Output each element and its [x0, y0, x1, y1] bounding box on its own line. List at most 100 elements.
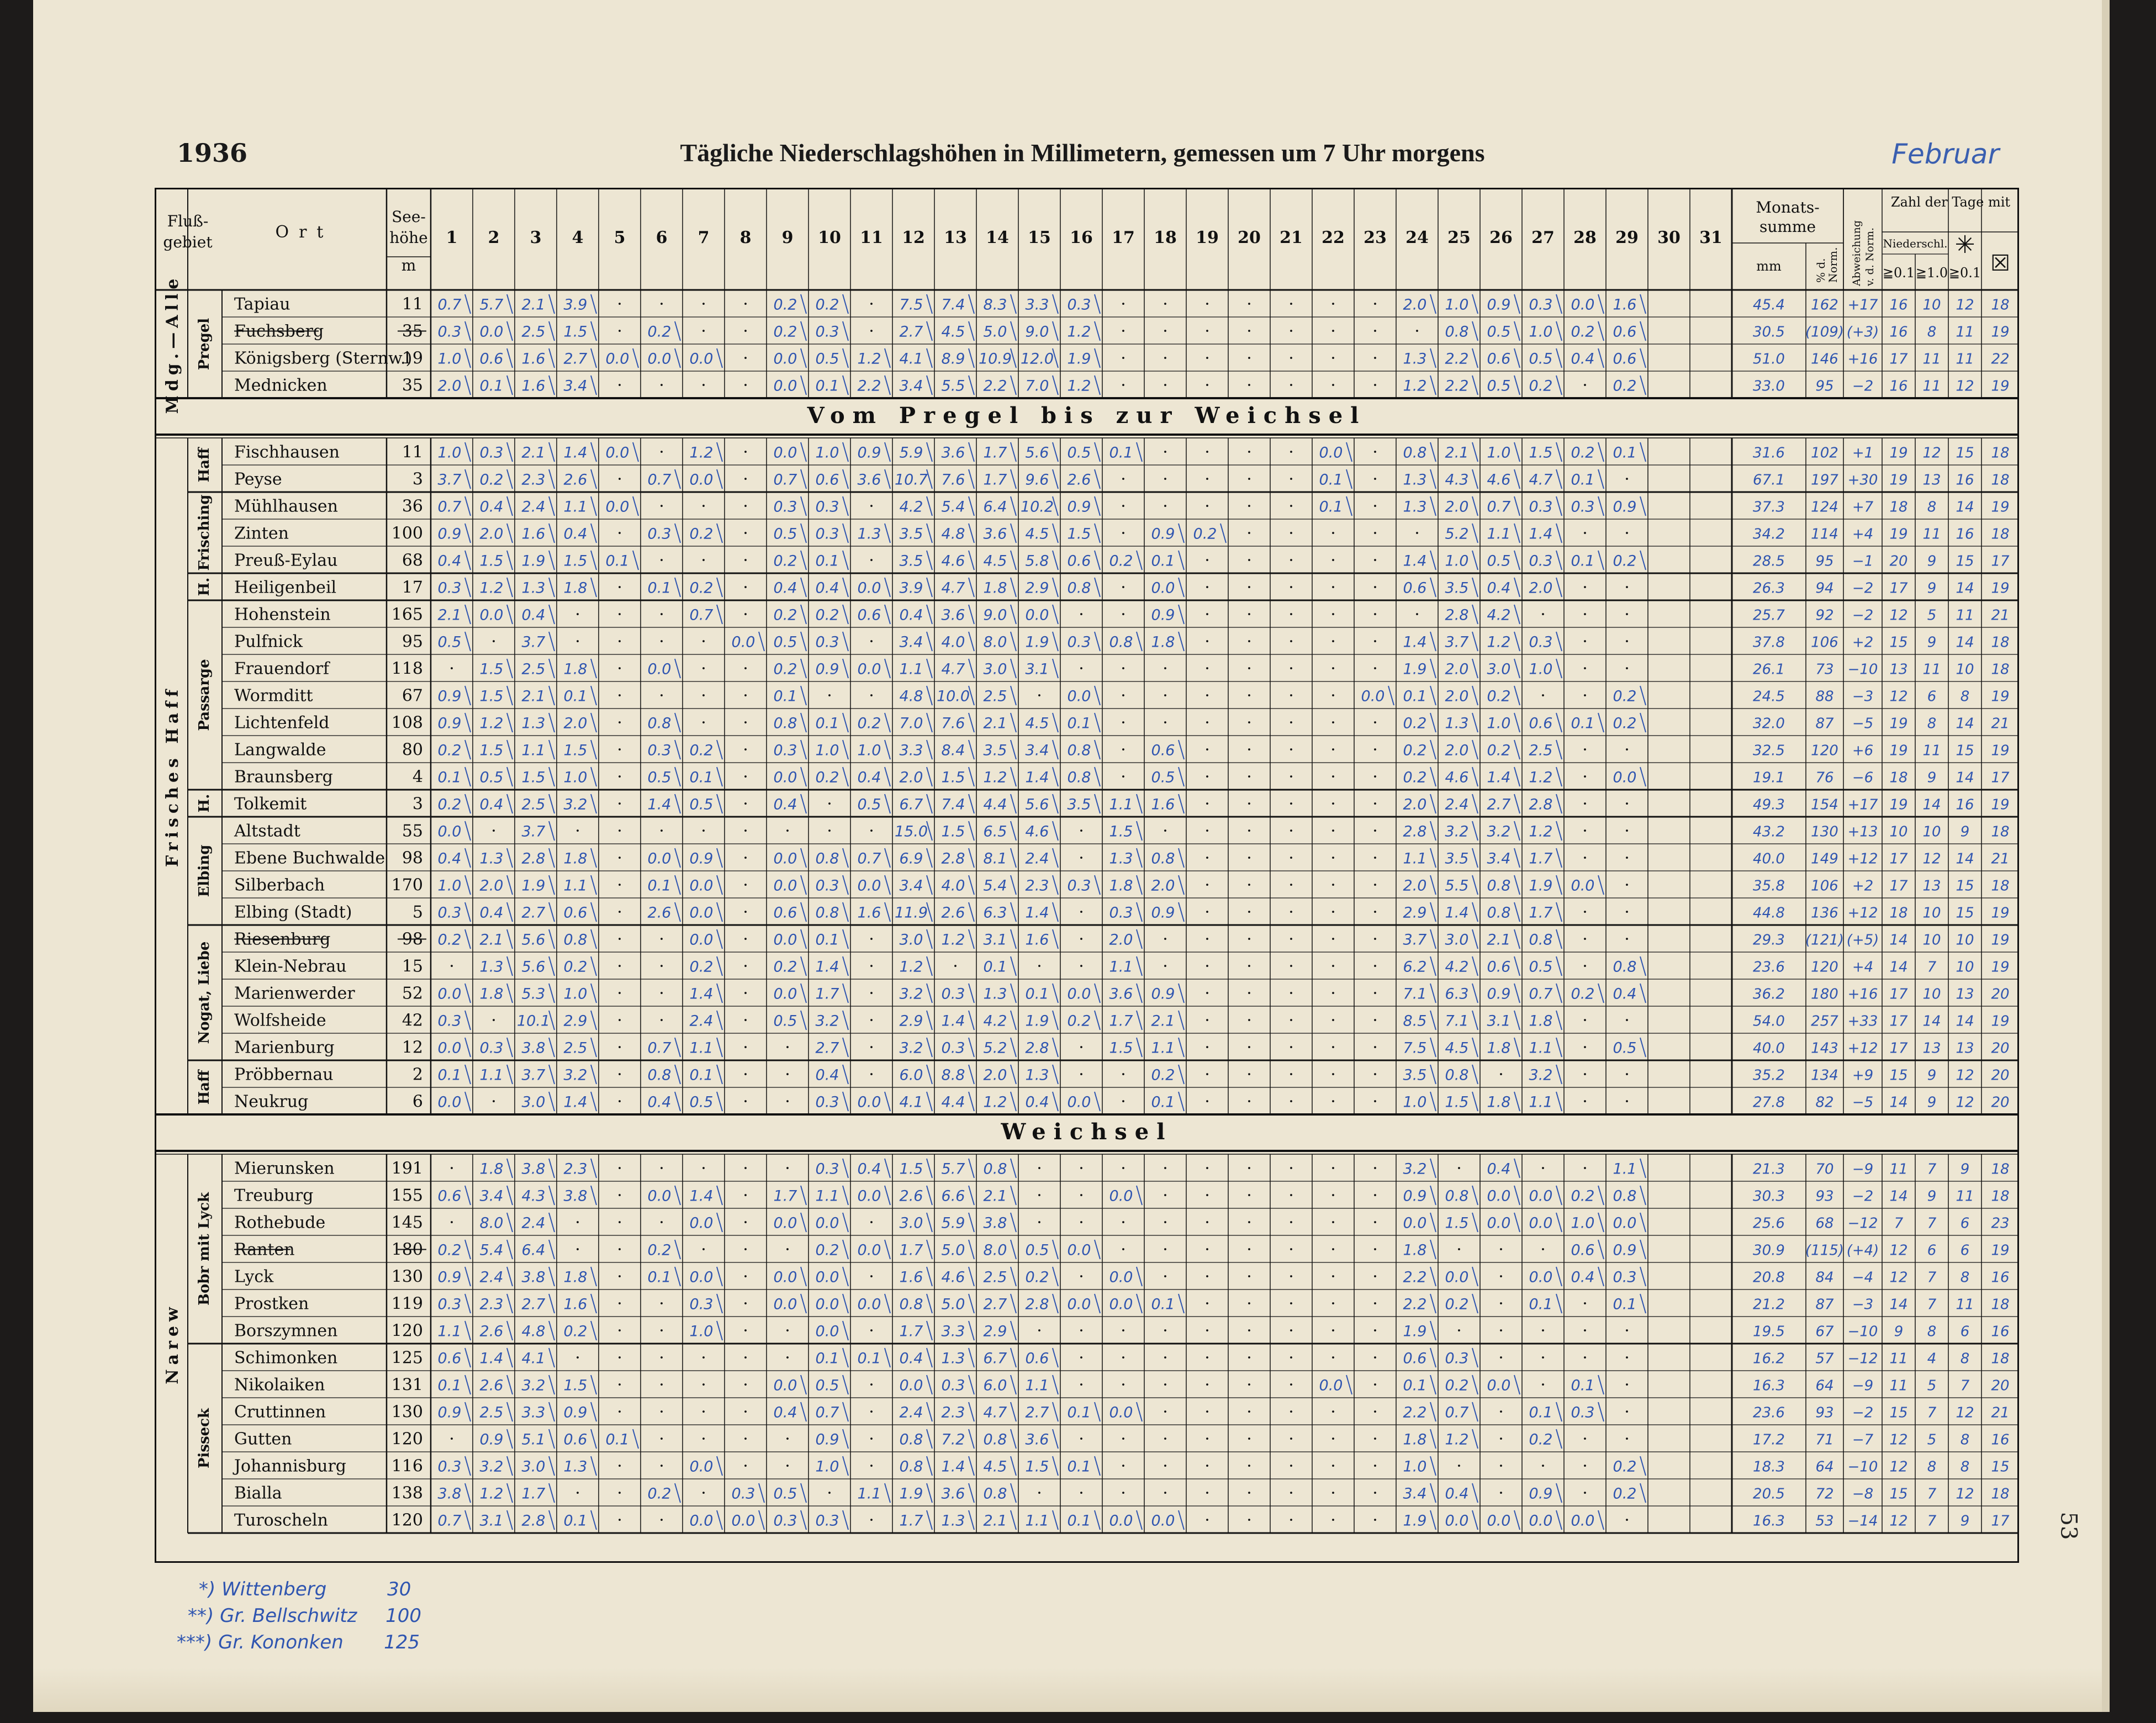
tally-mark — [716, 767, 723, 787]
tally-mark — [968, 1064, 975, 1085]
daily-value: 2.2 — [1445, 351, 1469, 368]
empty-dot: · — [1121, 1457, 1126, 1476]
empty-dot: · — [701, 632, 706, 652]
daily-value: 0.4 — [480, 796, 504, 813]
tally-mark — [1514, 375, 1520, 395]
daily-value: 2.1 — [984, 715, 1007, 732]
daily-value: 0.0 — [774, 351, 797, 368]
daily-value: 5.5 — [1445, 878, 1469, 895]
empty-dot: · — [575, 1349, 580, 1368]
empty-dot: · — [1330, 822, 1336, 841]
daily-value: 0.1 — [1319, 499, 1343, 516]
empty-dot: · — [1246, 984, 1252, 1003]
daily-value: 3.3 — [1026, 297, 1049, 314]
tally-mark — [548, 1239, 555, 1260]
daily-value: 0.6 — [1529, 715, 1553, 732]
tally-mark — [590, 1293, 597, 1314]
empty-dot: · — [1498, 1484, 1504, 1503]
empty-dot: · — [1204, 930, 1210, 949]
empty-dot: · — [1079, 930, 1084, 949]
station-name: Tolkemit — [234, 795, 307, 814]
summary-value: 15 — [1889, 1405, 1907, 1421]
daily-value: 0.1 — [438, 1377, 462, 1394]
daily-value: 1.7 — [984, 445, 1007, 462]
tally-mark — [1472, 739, 1478, 760]
empty-dot: · — [1288, 497, 1294, 516]
daily-value: 0.3 — [816, 878, 839, 895]
empty-dot: · — [701, 1403, 706, 1422]
summary-value: 12 — [1889, 689, 1907, 705]
summary-value: 11 — [1889, 1161, 1907, 1178]
empty-dot: · — [743, 876, 748, 895]
tally-mark — [590, 1010, 597, 1030]
daily-value: 0.1 — [1613, 1296, 1637, 1313]
empty-dot: · — [617, 1376, 622, 1395]
station-name: Johannisburg — [232, 1457, 346, 1476]
daily-value: 1.5 — [1026, 1458, 1049, 1476]
tally-mark — [464, 442, 471, 462]
footnote-mark: **) — [188, 1605, 220, 1627]
daily-value: 0.0 — [690, 1513, 714, 1530]
summary-value: +4 — [1852, 959, 1873, 976]
empty-dot: · — [1372, 1240, 1378, 1260]
empty-dot: · — [1079, 1322, 1084, 1341]
summary-value: 19 — [1991, 959, 2009, 976]
tally-mark — [1010, 442, 1017, 462]
empty-dot: · — [1624, 1011, 1630, 1030]
tally-mark — [1430, 1091, 1436, 1112]
daily-value: 4.5 — [984, 553, 1007, 570]
header-day-23: 23 — [1364, 228, 1387, 247]
tally-mark — [1430, 550, 1436, 570]
header-day-6: 6 — [656, 228, 668, 247]
daily-value: 0.1 — [1151, 1296, 1175, 1313]
empty-dot: · — [1624, 1403, 1630, 1422]
tally-mark — [926, 631, 933, 652]
tally-mark — [464, 902, 471, 922]
daily-value: 2.9 — [900, 1013, 923, 1030]
tally-mark — [506, 848, 513, 868]
daily-value: 0.1 — [816, 715, 839, 732]
daily-value: 0.6 — [438, 1188, 462, 1205]
empty-dot: · — [1288, 322, 1294, 341]
empty-dot: · — [1372, 1186, 1378, 1206]
tally-mark — [800, 739, 807, 760]
tally-mark — [1052, 1293, 1059, 1314]
daily-value: 0.8 — [816, 850, 839, 868]
tally-mark — [1178, 739, 1185, 760]
empty-dot: · — [617, 659, 622, 679]
tally-mark — [1640, 294, 1646, 314]
summary-value: +1 — [1852, 445, 1873, 462]
empty-dot: · — [1121, 768, 1126, 787]
summary-value: 16 — [1956, 797, 1974, 813]
empty-dot: · — [1121, 1430, 1126, 1449]
daily-value: 6.3 — [1445, 986, 1469, 1003]
empty-dot: · — [1162, 930, 1168, 949]
tally-mark — [1514, 604, 1520, 625]
summary-value: 20 — [1889, 553, 1907, 570]
tally-mark — [1136, 631, 1143, 652]
tally-mark — [1094, 767, 1101, 787]
daily-value: 5.4 — [480, 1242, 504, 1259]
empty-dot: · — [617, 984, 622, 1003]
empty-dot: · — [1288, 470, 1294, 489]
tally-mark — [800, 1375, 807, 1395]
tally-mark — [590, 294, 597, 314]
tally-mark — [926, 442, 933, 462]
tally-mark — [506, 1347, 513, 1368]
tally-mark — [1052, 902, 1059, 922]
tally-mark — [926, 1510, 933, 1530]
empty-dot: · — [1288, 1186, 1294, 1206]
empty-dot: · — [1246, 1186, 1252, 1206]
tally-mark — [1094, 496, 1101, 516]
daily-value: 0.8 — [564, 932, 588, 949]
tally-mark — [1136, 956, 1143, 976]
tally-mark — [968, 1429, 975, 1449]
summary-value: 19 — [1889, 526, 1907, 543]
tally-mark — [1136, 848, 1143, 868]
daily-value: 0.2 — [438, 796, 462, 813]
empty-dot: · — [449, 1213, 455, 1233]
summary-value: 17 — [1889, 1013, 1908, 1030]
empty-dot: · — [1624, 1376, 1630, 1395]
empty-dot: · — [1582, 1457, 1588, 1476]
daily-value: 1.5 — [942, 769, 965, 786]
